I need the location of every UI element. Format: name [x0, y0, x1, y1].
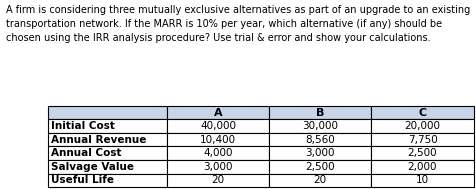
Bar	[48, 106, 167, 119]
Text: 20: 20	[314, 175, 327, 185]
Text: 2,500: 2,500	[407, 148, 437, 158]
Bar	[48, 133, 167, 146]
Bar	[167, 133, 269, 146]
Text: 3,000: 3,000	[306, 148, 335, 158]
Text: 2,000: 2,000	[408, 162, 437, 172]
Bar	[371, 174, 474, 187]
Text: 10: 10	[416, 175, 429, 185]
Bar	[269, 119, 371, 133]
Bar	[371, 106, 474, 119]
Text: Annual Cost: Annual Cost	[51, 148, 122, 158]
Bar	[371, 119, 474, 133]
Text: A firm is considering three mutually exclusive alternatives as part of an upgrad: A firm is considering three mutually exc…	[6, 5, 470, 43]
Text: 7,750: 7,750	[407, 135, 437, 145]
Text: A: A	[214, 108, 222, 118]
Bar	[48, 146, 167, 160]
Text: Useful Life: Useful Life	[51, 175, 114, 185]
Bar	[167, 146, 269, 160]
Text: 3,000: 3,000	[203, 162, 233, 172]
Text: 20: 20	[211, 175, 225, 185]
Text: 2,500: 2,500	[306, 162, 335, 172]
Text: Initial Cost: Initial Cost	[51, 121, 115, 131]
Bar	[269, 106, 371, 119]
Text: 20,000: 20,000	[405, 121, 440, 131]
Bar	[48, 119, 167, 133]
Text: 4,000: 4,000	[203, 148, 233, 158]
Bar	[167, 106, 269, 119]
Text: C: C	[418, 108, 426, 118]
Bar	[167, 160, 269, 174]
Text: Annual Revenue: Annual Revenue	[51, 135, 147, 145]
Bar	[48, 174, 167, 187]
Text: 30,000: 30,000	[302, 121, 338, 131]
Bar	[269, 133, 371, 146]
Bar	[269, 160, 371, 174]
Text: 8,560: 8,560	[306, 135, 335, 145]
Bar	[167, 119, 269, 133]
Bar	[48, 160, 167, 174]
Text: 40,000: 40,000	[200, 121, 236, 131]
Bar	[269, 174, 371, 187]
Bar	[371, 133, 474, 146]
Bar	[371, 160, 474, 174]
Bar	[371, 146, 474, 160]
Text: Salvage Value: Salvage Value	[51, 162, 134, 172]
Bar	[167, 174, 269, 187]
Text: B: B	[316, 108, 325, 118]
Bar	[269, 146, 371, 160]
Text: 10,400: 10,400	[200, 135, 236, 145]
